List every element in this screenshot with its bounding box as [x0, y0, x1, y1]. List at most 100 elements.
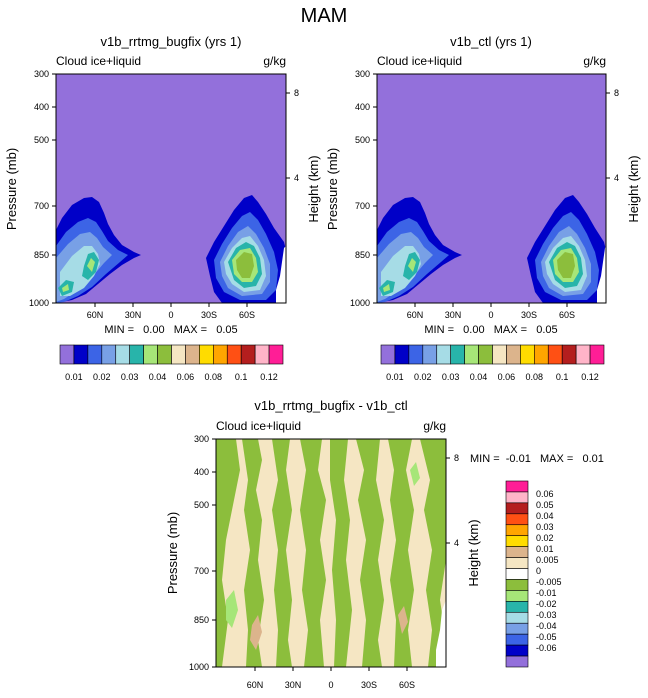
y2-axis: 8 4	[446, 453, 459, 548]
colorbar-swatch	[254, 344, 270, 365]
colorbar-label: 0.05	[536, 500, 554, 510]
panel-ctl: v1b_ctl (yrs 1) Cloud ice+liquid g/kg	[325, 34, 641, 382]
x-tick-label: 0	[328, 680, 333, 690]
contour-fill	[62, 284, 69, 292]
y-tick-label: 700	[194, 566, 209, 576]
colorbar-swatch	[240, 344, 256, 365]
plot-area	[376, 73, 607, 304]
colorbar-label: -0.01	[536, 588, 557, 598]
y-tick-label: 850	[34, 250, 49, 260]
x-tick-label: 30N	[285, 680, 302, 690]
colorbar-label: 0.06	[498, 372, 516, 382]
contour-fill	[388, 439, 414, 667]
contour-fill	[420, 439, 446, 667]
x-tick-label: 30S	[521, 310, 537, 320]
colorbar-label: 0.06	[177, 372, 195, 382]
panel-title: v1b_ctl (yrs 1)	[450, 34, 532, 49]
colorbar-swatch	[394, 344, 410, 365]
colorbar-label: 0.1	[235, 372, 248, 382]
colorbar-labels: 0.06 0.05 0.04 0.03 0.02 0.01 0.005 0 -0…	[536, 489, 562, 653]
colorbar-label: 0.08	[205, 372, 223, 382]
x-tick-label: 30N	[125, 310, 142, 320]
colorbar-label: 0.12	[260, 372, 278, 382]
contour-fill	[408, 258, 416, 272]
contour-fill	[250, 615, 262, 650]
y-tick-label: 850	[194, 615, 209, 625]
missing-data	[436, 600, 446, 667]
colorbar-swatch	[505, 568, 529, 580]
colorbar-swatch	[73, 344, 89, 365]
contour-fill	[398, 606, 408, 634]
colorbar-swatch	[505, 513, 529, 526]
colorbar-swatch	[505, 480, 529, 493]
left-label: Cloud ice+liquid	[377, 54, 462, 68]
colorbar: 0.01 0.02 0.03 0.04 0.06 0.08 0.1 0.12	[380, 344, 605, 382]
colorbar-swatch	[534, 344, 549, 365]
y2-axis-title: Height (km)	[306, 155, 321, 222]
units-label: g/kg	[423, 419, 446, 433]
y2-tick-label: 4	[614, 173, 619, 183]
colorbar: 0.01 0.02 0.03 0.04 0.06 0.08 0.1 0.12	[59, 344, 284, 382]
contour-fill	[356, 439, 384, 667]
colorbar-label: 0.02	[414, 372, 432, 382]
colorbar-label: -0.02	[536, 599, 557, 609]
colorbar-label: 0.02	[93, 372, 111, 382]
y2-axis: 8 4	[286, 88, 299, 183]
colorbar-swatch	[505, 546, 529, 558]
panel-title: v1b_rrtmg_bugfix (yrs 1)	[101, 34, 242, 49]
colorbar-swatch	[87, 344, 103, 365]
contour-fill	[226, 590, 238, 628]
colorbar-swatch	[478, 344, 493, 365]
colorbar-swatch	[464, 344, 479, 365]
colorbar-swatch	[561, 344, 577, 365]
colorbar-label: 0.12	[581, 372, 599, 382]
panel-difference: v1b_rrtmg_bugfix - v1b_ctl Cloud ice+liq…	[165, 398, 604, 690]
colorbar-label: 0.03	[121, 372, 139, 382]
y-tick-label: 850	[355, 250, 370, 260]
colorbar-swatch	[226, 344, 242, 365]
colorbar-swatch	[505, 524, 529, 537]
y2-tick-label: 4	[454, 538, 459, 548]
contour-fill	[557, 252, 575, 278]
colorbar-label: 0.08	[526, 372, 544, 382]
stats-text: MIN = 0.00 MAX = 0.05	[104, 324, 237, 336]
colorbar-label: 0.06	[536, 489, 554, 499]
y-tick-label: 300	[34, 69, 49, 79]
contour-fill	[410, 462, 420, 486]
x-tick-label: 60S	[239, 310, 255, 320]
colorbar-swatch	[129, 344, 144, 365]
colorbar-swatch	[505, 644, 529, 657]
left-label: Cloud ice+liquid	[56, 54, 141, 68]
y-tick-label: 400	[34, 102, 49, 112]
colorbar-label: -0.06	[536, 643, 557, 653]
contour-fill	[87, 258, 95, 272]
colorbar-swatch	[505, 579, 529, 591]
colorbar-swatch	[505, 535, 529, 547]
colorbar-swatch	[505, 491, 529, 504]
y-tick-label: 300	[355, 69, 370, 79]
missing-data	[276, 246, 286, 303]
y-axis: 300 400 500 700 850 1000	[350, 69, 377, 308]
stats-text: MIN = 0.00 MAX = 0.05	[424, 324, 557, 336]
colorbar-label: 0.01	[65, 372, 83, 382]
x-tick-label: 60N	[247, 680, 264, 690]
page-title: MAM	[301, 5, 348, 27]
colorbar-swatch	[547, 344, 563, 365]
colorbar-label: -0.03	[536, 610, 557, 620]
x-tick-label: 0	[488, 310, 493, 320]
colorbar-swatches	[380, 344, 605, 365]
missing-data	[597, 246, 606, 303]
colorbar-label: 0.03	[536, 522, 554, 532]
y2-tick-label: 8	[454, 453, 459, 463]
y-tick-label: 500	[194, 500, 209, 510]
contour-fill	[236, 252, 254, 278]
colorbar-swatch	[520, 344, 535, 365]
colorbar-label: 0.1	[556, 372, 569, 382]
colorbar-swatch	[575, 344, 591, 365]
y2-axis: 8 4	[606, 88, 619, 183]
colorbar-labels: 0.01 0.02 0.03 0.04 0.06 0.08 0.1 0.12	[386, 372, 599, 382]
colorbar-label: 0.03	[442, 372, 460, 382]
x-tick-label: 30S	[201, 310, 217, 320]
y2-tick-label: 8	[614, 88, 619, 98]
